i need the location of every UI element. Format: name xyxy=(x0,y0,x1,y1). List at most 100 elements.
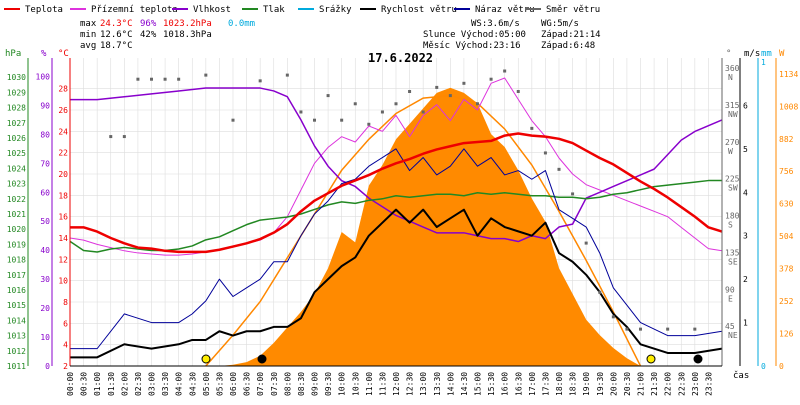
temperature-tick-label: 6 xyxy=(63,319,68,328)
direction-point xyxy=(367,122,371,126)
stats-max-rain: 0.0mm xyxy=(228,19,255,29)
temperature-tick-label: 4 xyxy=(63,341,68,350)
direction-point xyxy=(448,94,452,98)
x-tick-label: 12:00 xyxy=(392,372,401,396)
x-tick-label: 06:30 xyxy=(243,372,252,396)
x-tick-label: 06:00 xyxy=(229,372,238,396)
wind-tick-label: 4 xyxy=(743,188,748,197)
x-tick-label: 19:30 xyxy=(596,372,605,396)
info-sunset: Západ:21:14 xyxy=(541,30,601,40)
direction-tick-label: 90 xyxy=(725,285,735,294)
direction-point xyxy=(408,89,412,93)
solar-tick-label: 0 xyxy=(779,362,784,371)
legend-label-rychlost: Rychlost větru xyxy=(381,5,457,15)
x-tick-label: 02:30 xyxy=(134,372,143,396)
direction-point xyxy=(177,77,181,81)
direction-point xyxy=(476,102,479,106)
temperature-tick-label: 18 xyxy=(58,191,68,200)
direction-point xyxy=(639,327,642,331)
x-tick-label: 10:00 xyxy=(338,372,347,396)
pressure-tick-label: 1020 xyxy=(7,225,26,234)
x-tick-label: 04:00 xyxy=(175,372,184,396)
moonrise-marker xyxy=(693,354,703,364)
humidity-tick-label: 60 xyxy=(40,188,50,197)
unit-rain: mm xyxy=(761,49,772,59)
stats-avg-temp: 18.7°C xyxy=(100,41,133,51)
info-moon: Měsíc Východ:23:16 xyxy=(423,41,521,51)
direction-tick-dir: NW xyxy=(728,110,738,119)
direction-tick-label: 315 xyxy=(725,101,740,110)
pressure-tick-label: 1022 xyxy=(7,195,26,204)
humidity-tick-label: 10 xyxy=(40,333,50,342)
series-solar-area xyxy=(70,87,722,367)
pressure-tick-label: 1016 xyxy=(7,286,26,295)
temperature-tick-label: 16 xyxy=(58,213,68,222)
pressure-tick-label: 1014 xyxy=(7,316,26,325)
direction-tick-dir: SE xyxy=(728,257,738,266)
humidity-tick-label: 50 xyxy=(40,217,50,226)
info-wind-speed: WS:3.6m/s xyxy=(471,19,520,29)
chart-title: 17.6.2022 xyxy=(368,51,433,65)
temperature-tick-label: 10 xyxy=(58,277,68,286)
direction-point xyxy=(122,135,126,139)
unit-direction: ° xyxy=(726,49,731,59)
x-tick-label: 09:30 xyxy=(324,372,333,396)
pressure-tick-label: 1019 xyxy=(7,240,26,249)
solar-tick-label: 252 xyxy=(779,297,794,306)
sunrise-marker xyxy=(201,354,211,364)
axis-lines xyxy=(27,58,777,367)
direction-tick-label: 270 xyxy=(725,138,740,147)
pressure-tick-label: 1013 xyxy=(7,332,26,341)
direction-point xyxy=(299,110,303,114)
unit-temperature: °C xyxy=(58,49,69,59)
direction-tick-dir: N xyxy=(728,73,733,82)
solar-tick-label: 504 xyxy=(779,232,794,241)
humidity-tick-label: 0 xyxy=(45,362,50,371)
humidity-tick-label: 100 xyxy=(36,72,51,81)
x-axis-ticks: 00:00 00:30 01:00 01:30 02:00 02:30 03:00 03:30… xyxy=(66,372,713,396)
wind-tick-label: 1 xyxy=(743,319,748,328)
direction-point xyxy=(380,110,384,114)
legend-label-prizemni: Přízemní teplota xyxy=(91,5,178,15)
direction-tick-label: 45 xyxy=(725,322,735,331)
humidity-tick-label: 20 xyxy=(40,304,50,313)
axis-units: hPa % °C ° m/s mm W xyxy=(5,49,785,59)
series-teplota xyxy=(70,132,723,254)
temperature-tick-label: 28 xyxy=(58,85,68,94)
direction-point xyxy=(489,77,493,81)
stats-min-label: min xyxy=(80,30,96,40)
stats-block: max min avg 24.3°C 12.6°C 18.7°C 96% 42%… xyxy=(80,19,255,51)
pressure-tick-label: 1023 xyxy=(7,180,26,189)
solar-tick-label: 630 xyxy=(779,200,794,209)
direction-point xyxy=(394,102,398,106)
stats-min-humidity: 42% xyxy=(140,30,157,40)
direction-point xyxy=(204,73,208,77)
direction-point xyxy=(109,135,113,139)
direction-point xyxy=(353,102,357,106)
pressure-tick-label: 1025 xyxy=(7,149,26,158)
direction-point xyxy=(340,118,344,122)
temperature-tick-label: 2 xyxy=(63,362,68,371)
direction-point xyxy=(611,315,615,319)
pressure-tick-label: 1024 xyxy=(7,164,26,173)
direction-point xyxy=(557,167,561,171)
pressure-tick-label: 1027 xyxy=(7,119,26,128)
solar-tick-label: 378 xyxy=(779,265,794,274)
x-tick-label: 16:30 xyxy=(514,372,523,396)
x-tick-label: 17:00 xyxy=(528,372,537,396)
series-tlak xyxy=(69,179,722,253)
x-tick-label: 14:00 xyxy=(446,372,455,396)
x-tick-label: 09:00 xyxy=(311,372,320,396)
unit-solar: W xyxy=(779,49,785,59)
axis-ticks: 1011101210131014101510161017101810191020… xyxy=(7,58,799,371)
info-sun: Slunce Východ:05:00 xyxy=(423,30,526,40)
legend-label-naraz: Náraz větru xyxy=(475,5,535,15)
direction-point xyxy=(285,73,289,77)
legend-label-vlhkost: Vlhkost xyxy=(193,5,231,15)
moonset-marker xyxy=(257,354,267,364)
direction-tick-label: 135 xyxy=(725,248,740,257)
pressure-tick-label: 1026 xyxy=(7,134,26,143)
direction-point xyxy=(313,118,316,122)
